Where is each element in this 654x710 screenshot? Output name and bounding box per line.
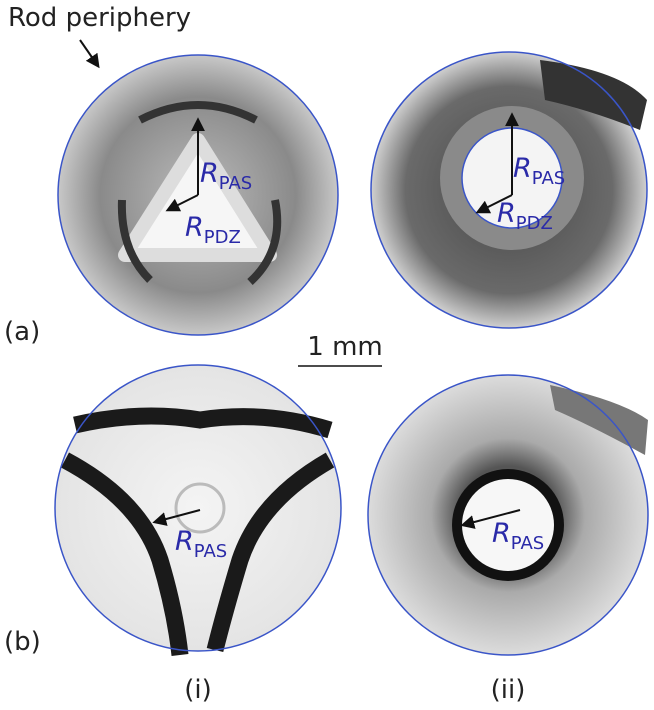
label-part: R xyxy=(185,212,204,243)
label-part: R xyxy=(200,158,219,189)
row-label: (a) xyxy=(4,317,40,347)
annotation: Rod periphery xyxy=(8,3,191,33)
scale-bar-label: 1 mm xyxy=(307,332,382,362)
panel-b-ii: RPAS xyxy=(368,375,648,655)
label-part: PAS xyxy=(532,168,565,189)
label-part: PAS xyxy=(194,541,227,562)
column-label: (i) xyxy=(184,675,212,705)
panel-b-i: RPAS xyxy=(55,365,341,655)
label-part: R xyxy=(492,518,511,549)
label-part: PDZ xyxy=(204,227,241,248)
row-label: (b) xyxy=(4,627,41,657)
label-part: R xyxy=(497,198,516,229)
label-part: R xyxy=(513,153,532,184)
panel-a-ii: RPAS RPDZ xyxy=(371,52,647,328)
label-part: PDZ xyxy=(516,213,553,234)
label-part: PAS xyxy=(219,173,252,194)
label-part: R xyxy=(175,526,194,557)
annotation-arrow xyxy=(80,40,98,66)
label-part: PAS xyxy=(511,533,544,554)
column-label: (ii) xyxy=(491,675,526,705)
figure: Rod periphery RPAS RPDZ RPAS RPDZ (a) 1 … xyxy=(0,0,654,710)
micrograph xyxy=(55,365,341,651)
panel-a-i: RPAS RPDZ xyxy=(58,55,338,335)
